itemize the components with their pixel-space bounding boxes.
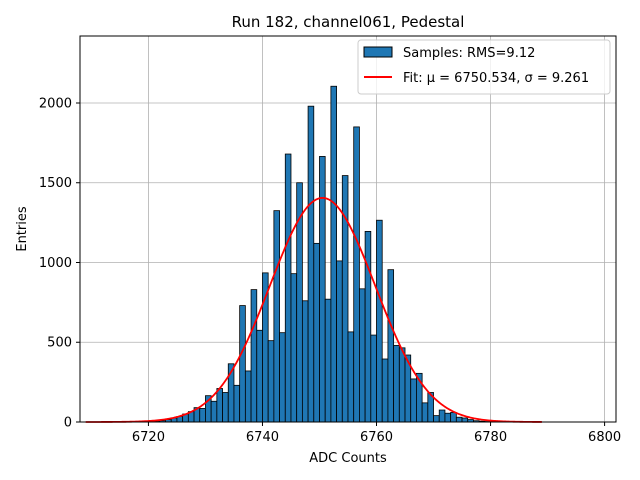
legend-label-samples: Samples: RMS=9.12 <box>403 46 535 61</box>
histogram-bar <box>438 409 446 423</box>
y-tick-label: 1500 <box>39 176 72 191</box>
histogram-bar <box>256 329 263 423</box>
histogram-bar <box>353 126 360 423</box>
legend: Samples: RMS=9.12 Fit: μ = 6750.534, σ =… <box>357 39 611 95</box>
x-tick-label: 6780 <box>474 430 507 445</box>
histogram-bar <box>330 85 337 423</box>
histogram-bar <box>199 408 206 423</box>
x-tick-label: 6760 <box>360 430 393 445</box>
histogram-bar <box>307 105 315 423</box>
chart-title: Run 182, channel061, Pedestal <box>232 13 465 31</box>
x-tick-label: 6720 <box>132 430 165 445</box>
histogram-bar <box>393 345 400 423</box>
histogram-bar <box>233 384 241 423</box>
histogram-bar <box>324 298 332 423</box>
histogram-bar <box>267 340 275 423</box>
legend-swatch-samples <box>363 46 393 58</box>
histogram-bar <box>347 331 355 423</box>
histogram-bar <box>433 415 440 423</box>
histogram-bar <box>279 332 286 423</box>
legend-box <box>357 39 611 95</box>
fit-curve-group <box>85 196 542 423</box>
histogram-bar <box>359 288 366 423</box>
x-tick-label: 6740 <box>246 430 279 445</box>
histogram-bar <box>381 358 389 423</box>
x-tick-label: 6800 <box>588 430 621 445</box>
histogram-bar <box>336 260 343 423</box>
histogram-bar <box>444 412 452 423</box>
histogram-bar <box>216 388 223 423</box>
x-axis-title: ADC Counts <box>309 451 387 466</box>
histogram-bar <box>239 305 246 423</box>
histogram-bar <box>455 416 463 423</box>
histogram-bar <box>421 402 429 423</box>
y-tick-label: 2000 <box>39 96 72 111</box>
histogram-bar <box>410 378 417 423</box>
histogram-bar <box>370 334 377 423</box>
histogram-bar <box>290 273 298 423</box>
fit-curve <box>85 196 542 423</box>
histogram-bar <box>222 392 229 423</box>
histogram-bar <box>376 219 383 423</box>
histogram-bar <box>250 289 258 423</box>
histogram-bar <box>210 400 218 423</box>
plot-frame <box>79 35 617 423</box>
histogram-bar <box>273 210 280 423</box>
histogram-bar <box>301 300 309 423</box>
histogram-bar <box>341 175 349 423</box>
histogram-bar <box>450 412 457 423</box>
legend-label-fit: Fit: μ = 6750.534, σ = 9.261 <box>403 71 589 86</box>
y-axis-title: Entries <box>15 206 30 252</box>
y-tick-label: 500 <box>47 336 72 351</box>
y-tick-label: 1000 <box>39 256 72 271</box>
y-tick-label: 0 <box>64 416 72 431</box>
histogram-bar <box>319 156 326 423</box>
x-axis-ticks: 6720 6740 6760 6780 6800 <box>132 422 621 445</box>
histogram-bar <box>244 370 252 423</box>
histogram-bar <box>313 242 320 423</box>
histogram-bar <box>387 269 395 423</box>
histogram-bar <box>461 417 469 423</box>
y-axis-ticks: 0 500 1000 1500 2000 <box>39 96 80 431</box>
histogram-bar <box>284 153 292 423</box>
histogram-bar <box>398 347 406 423</box>
